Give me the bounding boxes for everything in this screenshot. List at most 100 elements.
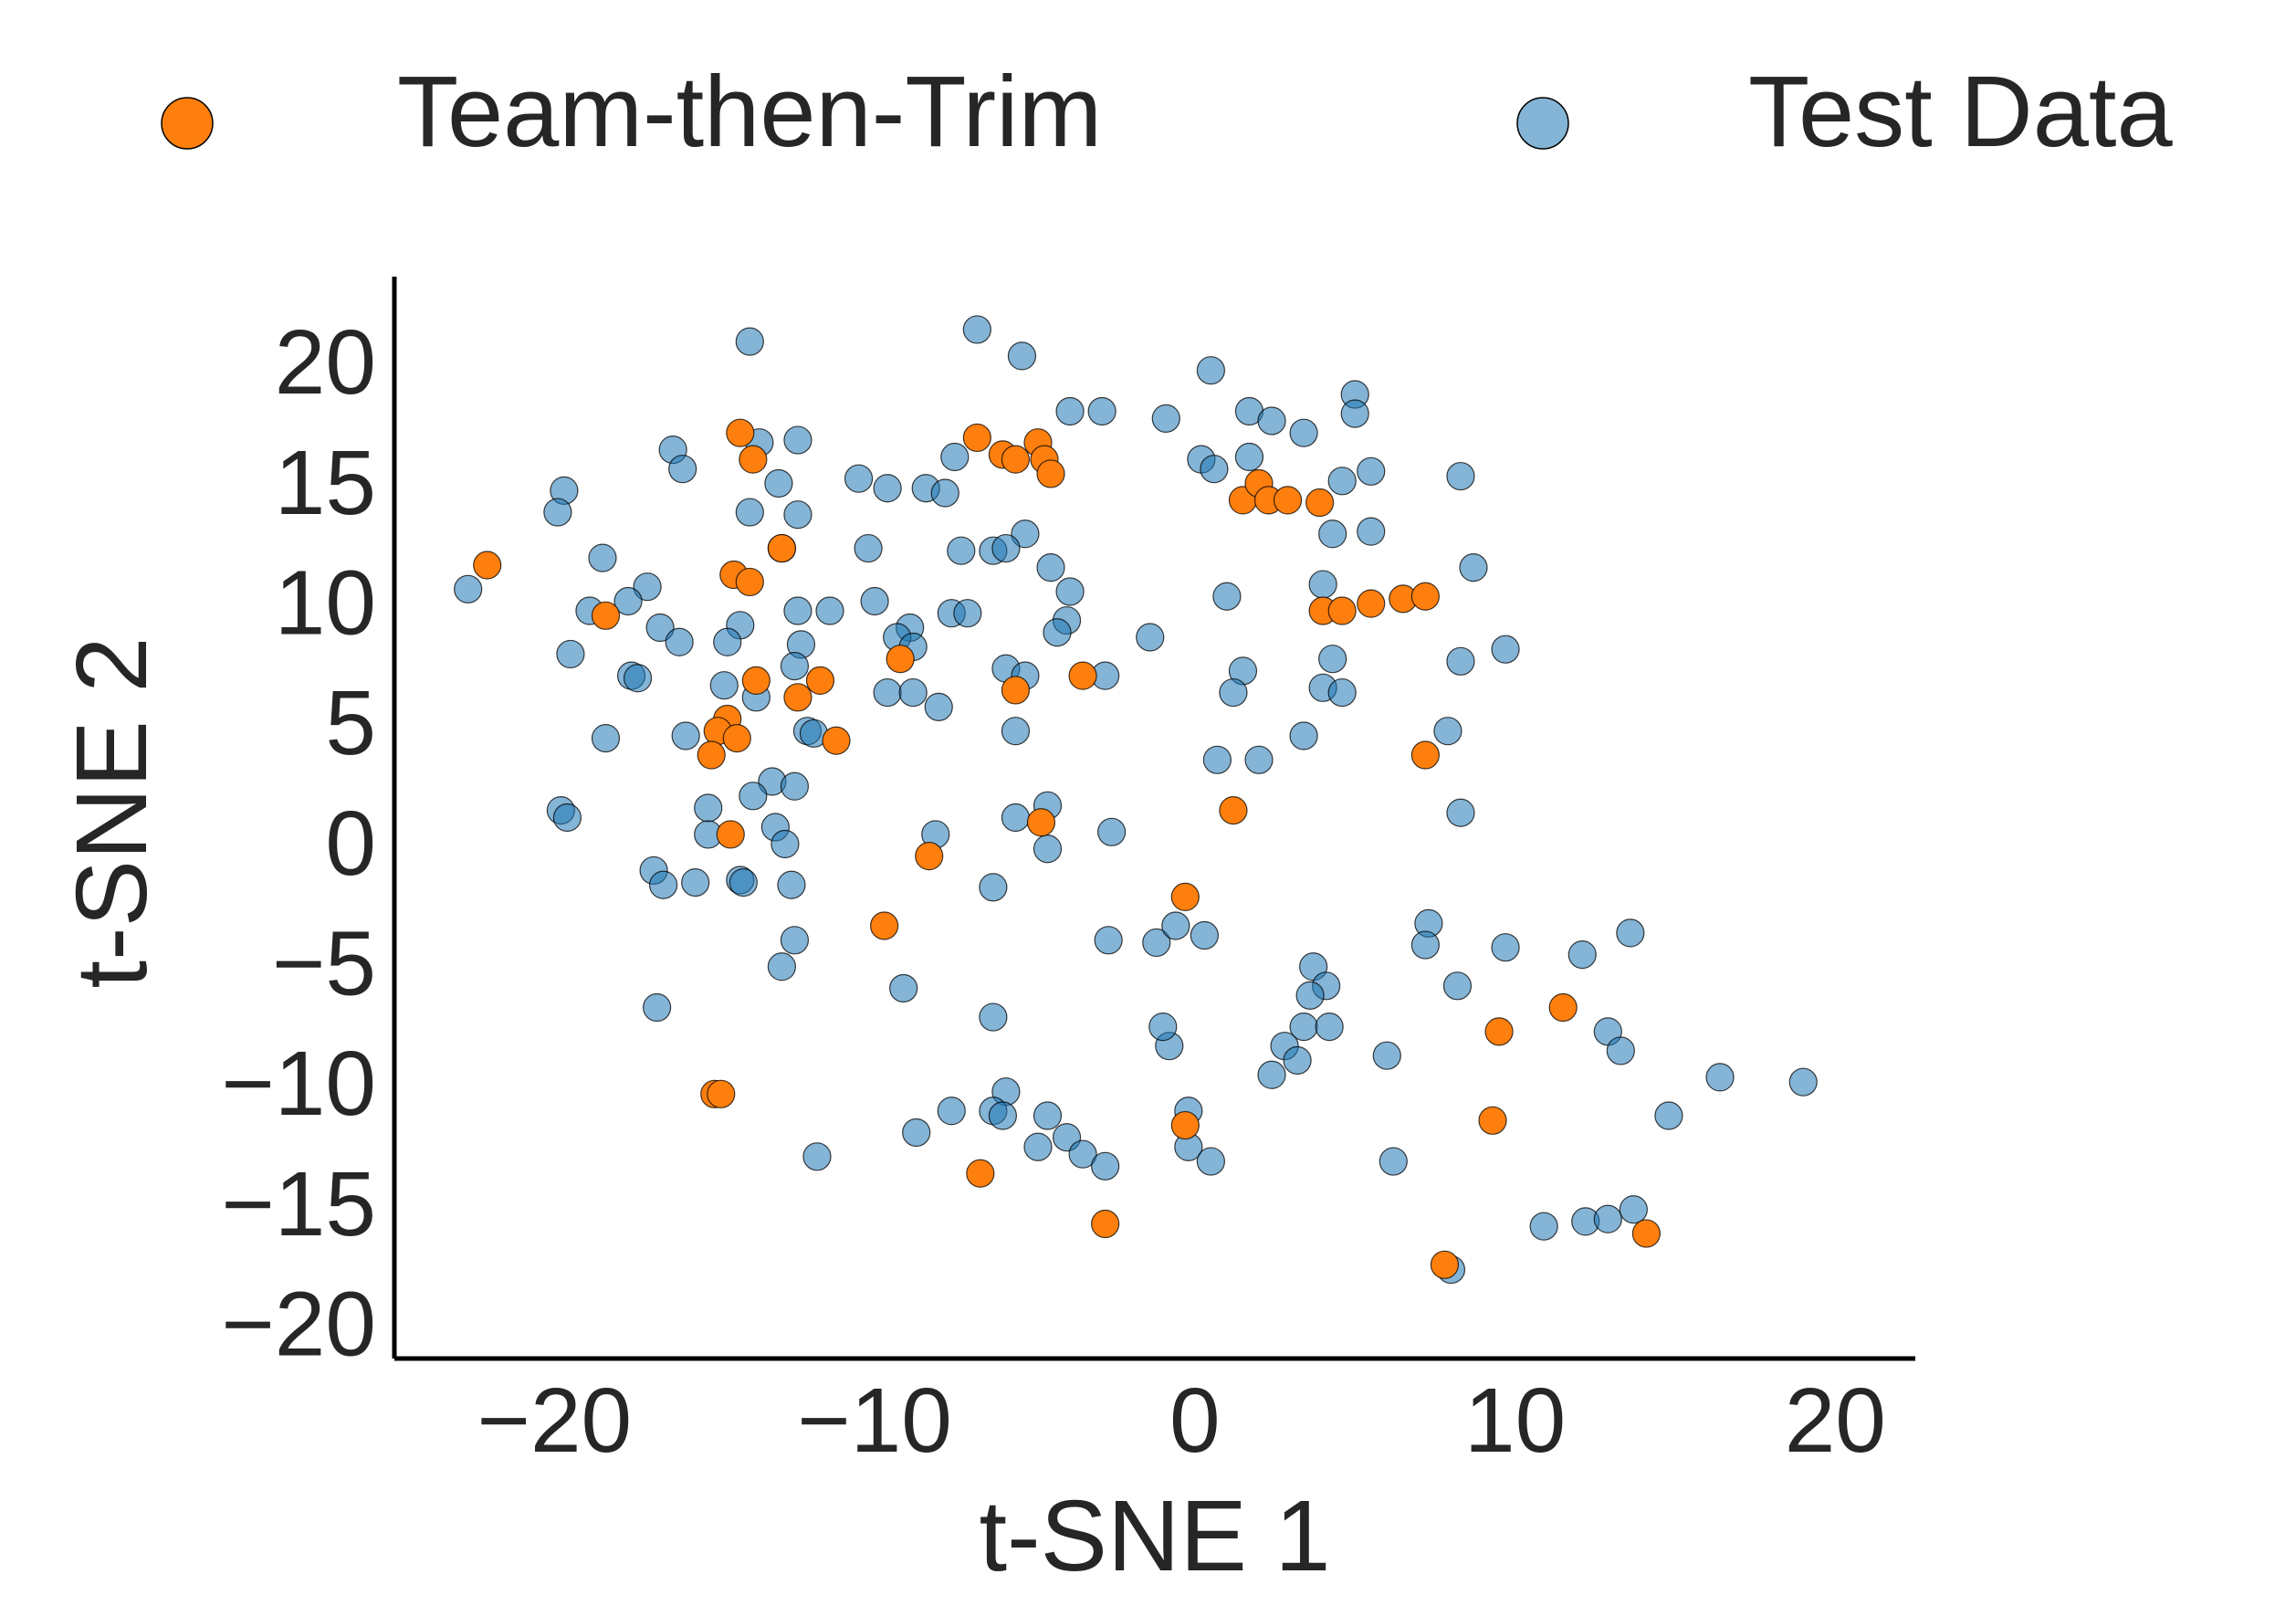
x-tick-label: −20 (477, 1369, 633, 1472)
point-team-then-trim (722, 723, 751, 753)
point-test-data (780, 771, 810, 801)
legend-label-team-then-trim: Team-then-Trim (397, 56, 1102, 168)
point-test-data (735, 498, 764, 527)
point-test-data (1087, 396, 1117, 426)
point-team-then-trim (1410, 740, 1440, 770)
point-test-data (1196, 1147, 1225, 1176)
point-test-data (767, 952, 796, 981)
point-test-data (1318, 645, 1347, 674)
data-points (454, 315, 1818, 1285)
point-test-data (1327, 467, 1357, 496)
point-test-data (1491, 635, 1520, 664)
point-team-then-trim (726, 418, 755, 447)
point-test-data (1616, 918, 1645, 948)
point-test-data (668, 455, 697, 484)
x-tick-label: −10 (797, 1369, 952, 1472)
point-test-data (953, 599, 982, 628)
point-team-then-trim (1273, 486, 1303, 515)
point-test-data (1327, 677, 1357, 708)
point-test-data (649, 870, 678, 899)
point-test-data (860, 586, 889, 616)
point-test-data (889, 973, 918, 1003)
point-test-data (454, 574, 483, 603)
point-test-data (1097, 817, 1127, 846)
point-team-then-trim (1001, 445, 1031, 474)
point-test-data (780, 651, 810, 681)
point-test-data (979, 1002, 1008, 1032)
point-test-data (988, 1101, 1018, 1130)
point-team-then-trim (1430, 1250, 1460, 1279)
point-test-data (1244, 745, 1274, 774)
point-test-data (1379, 1147, 1408, 1176)
point-test-data (1308, 570, 1337, 599)
point-test-data (1033, 1101, 1063, 1130)
point-team-then-trim (1001, 676, 1031, 705)
y-tick-label: −15 (221, 1153, 376, 1255)
point-team-then-trim (1478, 1106, 1507, 1135)
point-test-data (1442, 971, 1473, 1001)
point-team-then-trim (741, 666, 771, 696)
point-test-data (1446, 798, 1475, 827)
point-test-data (735, 327, 764, 356)
y-tick-label: 20 (275, 311, 376, 414)
point-test-data (924, 692, 953, 721)
point-test-data (1289, 721, 1318, 750)
point-test-data (613, 586, 643, 616)
point-test-data (930, 478, 959, 508)
x-tick-label: 0 (1169, 1369, 1221, 1472)
y-axis-label: t-SNE 2 (56, 636, 168, 988)
point-test-data (1433, 717, 1463, 746)
point-test-data (671, 721, 700, 750)
point-test-data (1257, 1060, 1286, 1089)
point-team-then-trim (966, 1159, 995, 1188)
point-test-data (1196, 356, 1225, 385)
point-test-data (739, 782, 768, 811)
point-test-data (729, 867, 758, 897)
point-test-data (1043, 618, 1072, 647)
point-team-then-trim (1548, 992, 1578, 1023)
point-test-data (1340, 399, 1369, 428)
point-test-data (764, 468, 793, 498)
point-test-data (1289, 418, 1318, 447)
point-test-data (552, 803, 582, 833)
point-test-data (1202, 745, 1232, 774)
point-team-then-trim (1036, 459, 1065, 488)
point-test-data (940, 442, 970, 472)
point-test-data (1001, 803, 1031, 833)
point-test-data (1234, 442, 1264, 472)
point-test-data (1151, 404, 1180, 433)
point-test-data (873, 677, 902, 708)
point-team-then-trim (962, 423, 991, 453)
y-tick-label: 5 (325, 672, 376, 774)
point-test-data (947, 536, 976, 565)
point-test-data (937, 1097, 966, 1126)
point-test-data (1200, 455, 1229, 484)
point-test-data (780, 926, 810, 955)
point-test-data (1148, 1012, 1178, 1042)
point-test-data (1219, 677, 1248, 708)
point-team-then-trim (1631, 1219, 1661, 1248)
point-test-data (1446, 646, 1475, 676)
point-team-then-trim (735, 567, 764, 597)
point-test-data (1068, 1139, 1097, 1169)
point-test-data (1606, 1036, 1635, 1065)
point-team-then-trim (1068, 661, 1097, 690)
y-tick-label: −5 (272, 913, 376, 1015)
point-test-data (633, 572, 662, 602)
point-test-data (898, 677, 928, 708)
point-test-data (1190, 920, 1219, 950)
point-test-data (1593, 1204, 1622, 1233)
point-test-data (1055, 396, 1085, 426)
y-tick-label: −10 (221, 1033, 376, 1135)
point-test-data (902, 1118, 931, 1148)
point-team-then-trim (1357, 589, 1386, 618)
point-test-data (1357, 517, 1386, 546)
point-test-data (1705, 1063, 1735, 1092)
point-test-data (1654, 1101, 1683, 1130)
y-tick-label: 0 (325, 792, 376, 895)
legend-marker-test-data (1516, 97, 1569, 150)
point-test-data (1315, 1012, 1344, 1042)
point-test-data (783, 425, 813, 455)
point-test-data (645, 613, 675, 643)
